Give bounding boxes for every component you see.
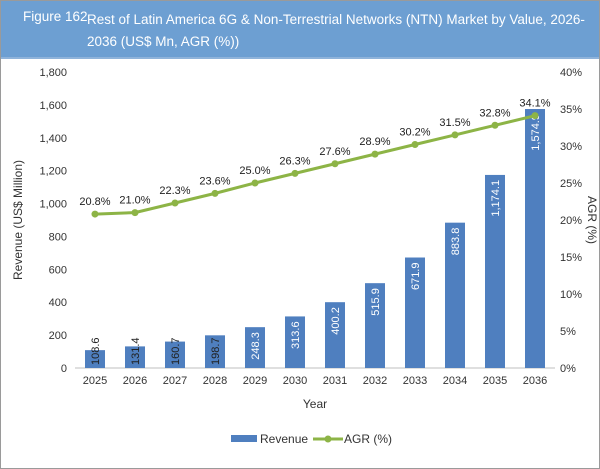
revenue-data-label: 313.6 xyxy=(290,321,302,349)
revenue-data-label: 883.8 xyxy=(450,228,462,256)
x-tick-label: 2031 xyxy=(323,375,347,387)
agr-marker xyxy=(371,150,379,158)
agr-marker xyxy=(171,199,179,207)
agr-marker xyxy=(251,179,259,187)
figure-label: Figure 162 xyxy=(23,9,88,24)
agr-data-label: 34.1% xyxy=(519,98,550,110)
x-tick-label: 2032 xyxy=(363,375,387,387)
agr-data-label: 22.3% xyxy=(159,185,190,197)
y2-tick-label: 35% xyxy=(560,104,582,116)
y-axis-label: Revenue (US$ Million) xyxy=(11,160,25,280)
revenue-bar xyxy=(525,109,545,368)
x-tick-label: 2029 xyxy=(243,375,267,387)
legend-agr-label: AGR (%) xyxy=(344,432,392,446)
y-tick-label: 200 xyxy=(49,330,67,342)
agr-data-label: 28.9% xyxy=(359,136,390,148)
revenue-data-label: 160.7 xyxy=(170,337,182,365)
agr-data-label: 30.2% xyxy=(399,127,430,139)
x-tick-label: 2034 xyxy=(443,375,467,387)
y2-tick-label: 10% xyxy=(560,289,582,301)
y2-tick-label: 30% xyxy=(560,141,582,153)
x-tick-label: 2025 xyxy=(83,375,107,387)
agr-data-label: 27.6% xyxy=(319,146,350,158)
y2-tick-label: 20% xyxy=(560,215,582,227)
revenue-data-label: 108.6 xyxy=(90,337,102,365)
y2-tick-label: 40% xyxy=(560,67,582,79)
y-tick-label: 1,800 xyxy=(39,67,67,79)
revenue-bar xyxy=(245,327,265,368)
agr-data-label: 32.8% xyxy=(479,107,510,119)
agr-marker xyxy=(491,121,499,129)
y-tick-label: 1,400 xyxy=(39,133,67,145)
revenue-bar xyxy=(125,346,145,368)
revenue-data-label: 1,574.9 xyxy=(530,114,542,151)
y-tick-label: 1,000 xyxy=(39,199,67,211)
revenue-bar xyxy=(85,350,105,368)
x-tick-label: 2030 xyxy=(283,375,307,387)
legend: Revenue AGR (%) xyxy=(231,432,392,446)
agr-marker xyxy=(291,169,299,177)
x-tick-label: 2033 xyxy=(403,375,427,387)
figure-title: Rest of Latin America 6G & Non-Terrestri… xyxy=(87,12,585,49)
legend-agr-marker xyxy=(324,435,332,443)
agr-data-label: 25.0% xyxy=(239,165,270,177)
x-tick-label: 2036 xyxy=(523,375,547,387)
legend-revenue-label: Revenue xyxy=(260,432,308,446)
agr-marker xyxy=(531,112,539,120)
y-tick-label: 0 xyxy=(61,363,67,375)
agr-marker xyxy=(451,131,459,139)
revenue-data-label: 400.2 xyxy=(330,307,342,335)
revenue-data-label: 131.4 xyxy=(130,337,142,365)
agr-marker xyxy=(331,160,339,168)
y-tick-label: 400 xyxy=(49,297,67,309)
x-tick-label: 2028 xyxy=(203,375,227,387)
revenue-bar xyxy=(325,302,345,368)
revenue-bar xyxy=(365,283,385,368)
y2-tick-label: 15% xyxy=(560,252,582,264)
revenue-data-label: 198.7 xyxy=(210,337,222,365)
legend-revenue-swatch xyxy=(231,435,257,442)
revenue-bar xyxy=(485,174,505,368)
revenue-bar xyxy=(165,341,185,368)
x-tick-label: 2035 xyxy=(483,375,507,387)
revenue-bar xyxy=(405,257,425,368)
y-tick-label: 1,200 xyxy=(39,166,67,178)
revenue-bar xyxy=(445,222,465,368)
agr-marker xyxy=(91,210,99,218)
revenue-data-label: 515.9 xyxy=(370,288,382,316)
y-tick-label: 600 xyxy=(49,264,67,276)
agr-data-label: 26.3% xyxy=(279,155,310,167)
y-tick-label: 800 xyxy=(49,231,67,243)
revenue-bar xyxy=(285,316,305,368)
agr-line xyxy=(94,114,536,216)
x-tick-label: 2027 xyxy=(163,375,187,387)
agr-data-label: 21.0% xyxy=(119,195,150,207)
agr-marker xyxy=(411,141,419,149)
revenue-bar xyxy=(205,335,225,368)
revenue-data-label: 671.9 xyxy=(410,263,422,291)
agr-marker xyxy=(131,209,139,217)
agr-data-label: 23.6% xyxy=(199,175,230,187)
revenue-data-label: 1,174.1 xyxy=(490,180,502,217)
y2-tick-label: 25% xyxy=(560,178,582,190)
revenue-data-label: 248.3 xyxy=(250,332,262,360)
y-tick-label: 1,600 xyxy=(39,100,67,112)
x-axis-label: Year xyxy=(303,397,327,411)
y2-tick-label: 0% xyxy=(560,363,576,375)
agr-marker xyxy=(211,189,219,197)
figure-header: Figure 162 Rest of Latin America 6G & No… xyxy=(1,1,599,59)
y2-axis-label: AGR (%) xyxy=(585,196,599,244)
agr-data-label: 20.8% xyxy=(79,196,110,208)
x-tick-label: 2026 xyxy=(123,375,147,387)
agr-data-label: 31.5% xyxy=(439,117,470,129)
y2-tick-label: 5% xyxy=(560,326,576,338)
